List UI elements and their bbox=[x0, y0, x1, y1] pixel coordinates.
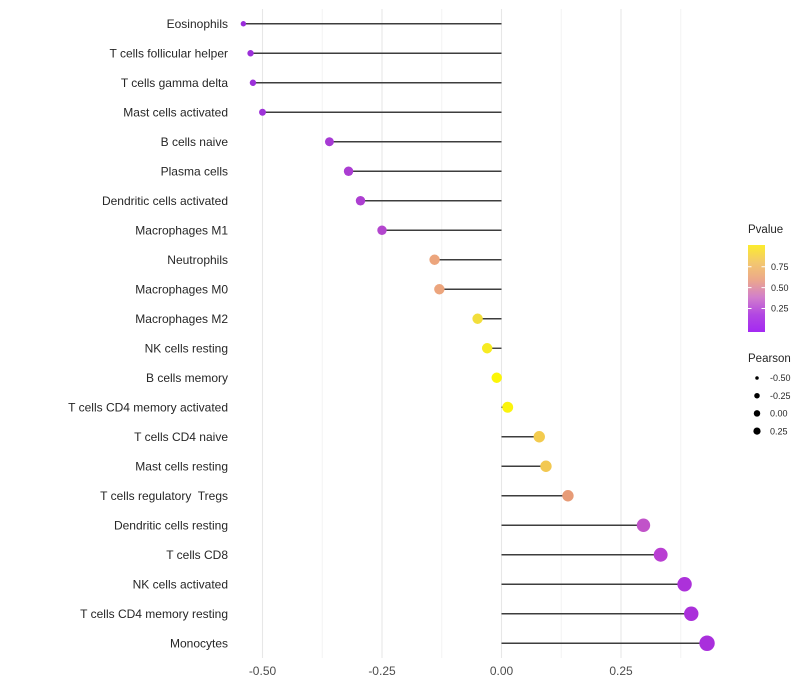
y-axis-label: Plasma cells bbox=[161, 164, 228, 178]
pearson-legend-label: 0.25 bbox=[770, 426, 788, 436]
lollipop-dot bbox=[249, 79, 257, 86]
lollipop-dot bbox=[240, 21, 247, 27]
lollipop-dot bbox=[247, 50, 254, 57]
lollipop-dot bbox=[502, 401, 514, 413]
lollipop-dot bbox=[355, 196, 366, 206]
y-axis-label: NK cells resting bbox=[145, 341, 228, 355]
lollipop-dot bbox=[491, 372, 502, 383]
x-axis-tick-label: -0.25 bbox=[368, 664, 396, 678]
y-axis-label: T cells CD4 naive bbox=[134, 430, 228, 444]
x-axis-tick-label: 0.25 bbox=[609, 664, 633, 678]
y-axis-label: B cells naive bbox=[161, 135, 229, 149]
y-axis-label: B cells memory bbox=[146, 371, 228, 385]
y-axis-label: Macrophages M1 bbox=[135, 223, 228, 237]
lollipop-dot bbox=[377, 225, 387, 235]
lollipop-dot bbox=[562, 490, 574, 502]
y-axis-label: Eosinophils bbox=[167, 17, 228, 31]
y-axis-label: Neutrophils bbox=[167, 253, 228, 267]
lollipop-dot bbox=[699, 635, 715, 651]
y-axis-label: T cells CD8 bbox=[166, 548, 228, 562]
lollipop-dot bbox=[472, 313, 483, 324]
lollipop-dot bbox=[636, 518, 651, 532]
pearson-legend-label: -0.50 bbox=[770, 373, 791, 383]
pearson-legend-label: -0.25 bbox=[770, 391, 791, 401]
lollipop-dot bbox=[343, 166, 354, 176]
lollipop-dot bbox=[677, 577, 692, 592]
pvalue-tick-label: 0.25 bbox=[771, 304, 789, 314]
y-axis-label: NK cells activated bbox=[133, 577, 228, 591]
pearson-legend-label: 0.00 bbox=[770, 409, 788, 419]
x-axis-tick-label: -0.50 bbox=[249, 664, 277, 678]
lollipop-dot bbox=[653, 547, 668, 562]
lollipop-dot bbox=[533, 431, 545, 443]
pvalue-legend-title: Pvalue bbox=[748, 224, 783, 236]
y-axis-label: Mast cells resting bbox=[135, 459, 228, 473]
y-axis-label: T cells regulatory Tregs bbox=[100, 489, 228, 503]
y-axis-label: Macrophages M0 bbox=[135, 282, 228, 296]
pearson-legend-dot bbox=[753, 410, 761, 417]
pvalue-tick-label: 0.50 bbox=[771, 283, 789, 293]
lollipop-dot bbox=[481, 343, 493, 354]
y-axis-label: T cells gamma delta bbox=[121, 76, 228, 90]
pvalue-gradient-bar bbox=[748, 245, 765, 332]
lollipop-dot bbox=[429, 254, 440, 265]
lollipop-dot bbox=[259, 108, 266, 116]
y-axis-label: T cells CD4 memory resting bbox=[80, 607, 228, 621]
y-axis-label: Dendritic cells resting bbox=[114, 518, 228, 532]
pvalue-tick-label: 0.75 bbox=[771, 262, 789, 272]
pearson-legend-dot bbox=[755, 376, 759, 380]
lollipop-dot bbox=[684, 606, 699, 621]
x-axis-tick-label: 0.00 bbox=[490, 664, 514, 678]
y-axis-label: Monocytes bbox=[170, 636, 228, 650]
y-axis-label: Mast cells activated bbox=[123, 105, 228, 119]
lollipop-dot bbox=[540, 460, 552, 472]
y-axis-label: Dendritic cells activated bbox=[102, 194, 228, 208]
y-axis-label: T cells follicular helper bbox=[110, 46, 229, 60]
lollipop-dot bbox=[434, 284, 445, 295]
pearson-legend-dot bbox=[753, 427, 761, 435]
pearson-legend-title: Pearson bbox=[748, 353, 791, 365]
y-axis-label: T cells CD4 memory activated bbox=[68, 400, 228, 414]
lollipop-dot bbox=[324, 137, 334, 147]
pearson-legend-dot bbox=[754, 392, 760, 399]
y-axis-label: Macrophages M2 bbox=[135, 312, 228, 326]
